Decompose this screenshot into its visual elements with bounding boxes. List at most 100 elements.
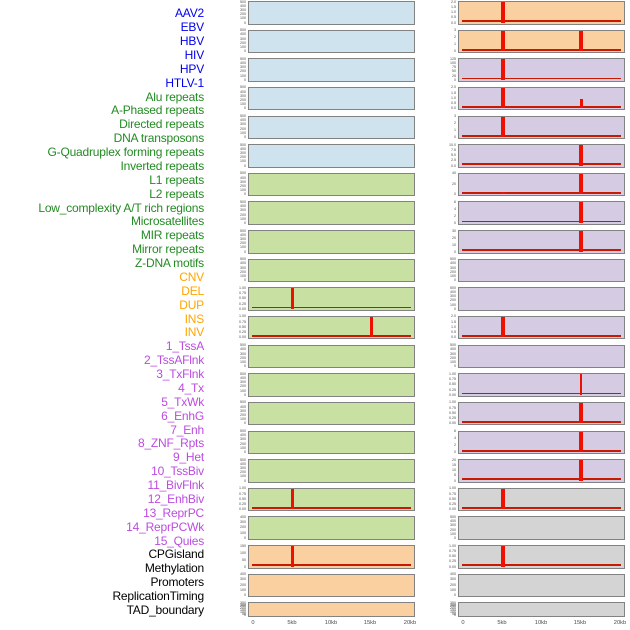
enrichment-spike-15kb: [579, 202, 584, 223]
enrichment-spike-5kb: [291, 546, 295, 567]
row-label-9-het: 9_Het: [172, 450, 204, 465]
density-baseline: [462, 192, 621, 194]
panel-directed-repeats: [248, 230, 415, 254]
y-tick-label: 0.00: [238, 306, 246, 311]
panel-2-tssaflnk: [458, 86, 625, 111]
row-label-z-dna-motifs: Z-DNA motifs: [135, 256, 204, 271]
row-label-replicationtiming: ReplicationTiming: [112, 589, 204, 604]
y-tick-label: 500: [239, 256, 246, 262]
y-tick-label: 2.5: [450, 158, 456, 163]
y-tick-label: 0.0: [450, 20, 456, 25]
panel-8-znf-rpts: [458, 258, 625, 283]
y-tick-label: 400: [239, 89, 246, 94]
y-tick-label: 0: [243, 535, 246, 540]
panel-1-tssa: [458, 58, 625, 82]
panel-ebv: [248, 29, 415, 54]
y-tick-label: 300: [239, 351, 246, 356]
y-tick-label: 500: [239, 171, 246, 176]
y-tick-label: 300: [239, 36, 246, 41]
panel-5-txwk: [458, 172, 625, 197]
enrichment-spike-5kb: [291, 288, 295, 309]
y-tick-label: 2.0: [450, 0, 456, 4]
density-baseline: [252, 564, 411, 567]
y-tick-label: 0: [243, 20, 246, 25]
y-tick-label: 0: [243, 421, 246, 426]
enrichment-spike-15kb: [579, 99, 583, 109]
y-tick-label: 2.0: [450, 85, 456, 90]
x-axis-tick-10kb: 10kb: [534, 619, 548, 626]
y-tick-label: 1.5: [450, 319, 456, 324]
y-tick-label: 0: [243, 277, 246, 283]
y-tick-label: 0.00: [238, 507, 246, 512]
row-label-5-txwk: 5_TxWk: [161, 394, 204, 409]
y-tick-label: 20: [451, 457, 456, 462]
y-tick-label: 300: [239, 179, 246, 184]
y-tick-label: 0.25: [448, 415, 456, 420]
y-tick-label: 100: [239, 587, 246, 592]
y-tick-label: 500: [239, 113, 246, 118]
y-tick-label: 100: [239, 245, 246, 250]
y-tick-label: 200: [239, 126, 246, 131]
y-tick-label: 300: [239, 93, 246, 98]
enrichment-spike-15kb: [579, 173, 584, 195]
y-tick-label: 200: [239, 183, 246, 188]
y-tick-label: 0: [243, 106, 246, 111]
row-label-a-phased-repeats: A-Phased repeats: [111, 103, 204, 118]
panel-del: [248, 573, 415, 598]
y-tick-label: 0: [453, 449, 456, 454]
row-label-hpv: HPV: [179, 61, 204, 76]
y-tick-label: 400: [449, 347, 456, 352]
density-baseline: [462, 421, 621, 423]
y-tick-label: 500: [239, 228, 246, 233]
density-baseline: [252, 306, 411, 309]
y-tick-label: 400: [239, 375, 246, 380]
enrichment-spike-5kb: [500, 191, 505, 195]
y-tick-label: 20: [451, 181, 456, 186]
y-tick-label: 0.0: [450, 335, 456, 340]
panel-13-reprpc: [458, 401, 625, 426]
y-tick-label: 500: [449, 342, 456, 347]
y-tick-label: 0.50: [238, 296, 246, 301]
y-tick-label: 1.00: [448, 543, 456, 548]
y-tick-label: 200: [239, 525, 246, 530]
row-label-mirror-repeats: Mirror repeats: [132, 242, 204, 257]
y-tick-label: 0.00: [238, 335, 246, 340]
y-tick-label: 1.0: [450, 95, 456, 100]
y-tick-label: 0: [243, 192, 246, 197]
y-tick-label: 0: [243, 134, 246, 139]
density-baseline: [462, 392, 621, 395]
row-label-1-tssa: 1_TssA: [165, 339, 204, 354]
density-baseline: [462, 163, 621, 166]
y-tick-label: 400: [239, 432, 246, 438]
panel-3-txflnk: [458, 115, 625, 140]
row-label-l2-repeats: L2 repeats: [149, 186, 204, 201]
y-tick-label: 1.00: [448, 486, 456, 491]
enrichment-spike-5kb: [500, 488, 505, 510]
row-label-hbv: HBV: [179, 34, 204, 49]
row-label-14-reprpcwk: 14_ReprPCWk: [126, 519, 204, 534]
y-tick-label: 350: [239, 600, 246, 605]
enrichment-spike-5kb: [500, 2, 505, 23]
y-tick-label: 0: [453, 192, 456, 197]
y-tick-label: 1: [453, 127, 456, 132]
density-baseline: [462, 507, 621, 509]
y-tick-label: 100: [449, 531, 456, 536]
density-baseline: [462, 564, 621, 567]
y-tick-label: 10: [451, 467, 456, 472]
density-baseline: [252, 335, 411, 337]
y-tick-label: 2: [453, 442, 456, 447]
y-tick-label: 250: [239, 604, 246, 609]
panel-hbv: [248, 58, 415, 82]
y-tick-label: 200: [239, 582, 246, 587]
y-tick-label: 0.50: [238, 496, 246, 501]
y-tick-label: 0: [243, 449, 246, 454]
y-tick-label: 300: [239, 465, 246, 470]
y-tick-label: 100: [239, 101, 246, 107]
y-tick-label: 0: [243, 48, 246, 53]
y-tick-label: 300: [449, 265, 456, 270]
y-tick-label: 300: [239, 408, 246, 413]
panel-inverted-repeats: [248, 315, 415, 340]
y-tick-label: 500: [449, 514, 456, 519]
y-tick-label: 20: [451, 235, 456, 240]
row-label-8-znf-rpts: 8_ZNF_Rpts: [137, 436, 204, 451]
